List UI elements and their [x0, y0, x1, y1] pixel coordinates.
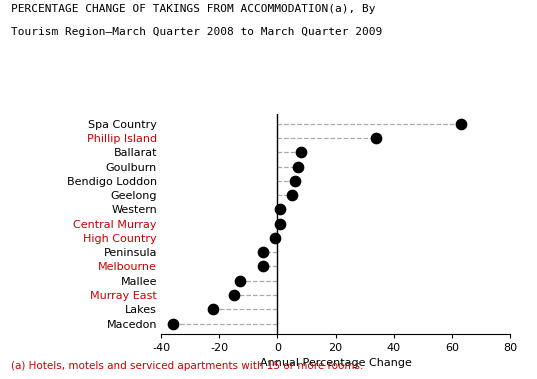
Text: PERCENTAGE CHANGE OF TAKINGS FROM ACCOMMODATION(a), By: PERCENTAGE CHANGE OF TAKINGS FROM ACCOMM…	[11, 4, 375, 14]
Point	[259, 249, 267, 255]
Point	[294, 163, 302, 169]
Point	[288, 192, 296, 198]
Point	[209, 306, 218, 312]
Point	[169, 321, 177, 327]
Point	[276, 206, 285, 212]
Point	[456, 121, 465, 127]
Point	[270, 235, 279, 241]
Text: (a) Hotels, motels and serviced apartments with 15 or more rooms.: (a) Hotels, motels and serviced apartmen…	[11, 362, 363, 371]
Point	[296, 149, 305, 155]
Point	[259, 263, 267, 269]
Point	[276, 221, 285, 227]
Point	[291, 178, 299, 184]
Point	[229, 292, 238, 298]
Text: Tourism Region—March Quarter 2008 to March Quarter 2009: Tourism Region—March Quarter 2008 to Mar…	[11, 27, 382, 36]
X-axis label: Annual Percentage Change: Annual Percentage Change	[260, 358, 411, 368]
Point	[372, 135, 381, 141]
Point	[235, 278, 244, 284]
